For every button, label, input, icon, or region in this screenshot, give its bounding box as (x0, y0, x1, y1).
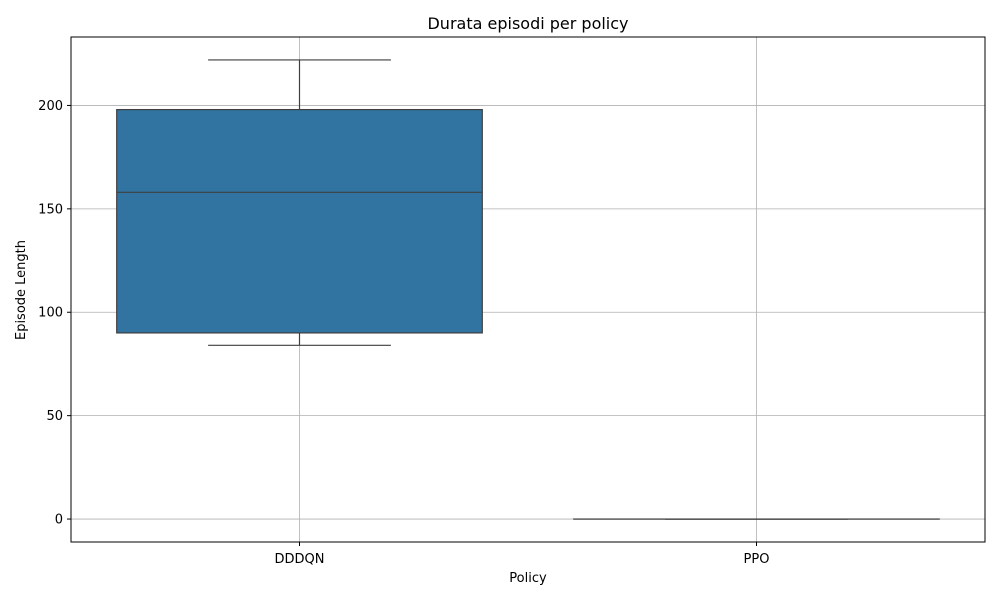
x-tick-label: DDDQN (275, 552, 325, 567)
y-tick-label: 50 (46, 409, 63, 424)
y-tick-label: 0 (55, 513, 63, 528)
y-tick-label: 150 (38, 202, 63, 217)
x-axis-label: Policy (509, 571, 547, 586)
y-axis-label: Episode Length (14, 240, 29, 340)
y-axis-ticks: 0 50 100 150 200 (38, 99, 71, 528)
y-tick-label: 200 (38, 99, 63, 114)
box-plot-layer (116, 59, 940, 520)
y-tick-label: 100 (38, 306, 63, 321)
chart-title: Durata episodi per policy (427, 14, 628, 33)
x-axis-ticks: DDDQN PPO (275, 542, 770, 567)
x-tick-label: PPO (744, 552, 770, 567)
plot-area-frame (70, 36, 986, 543)
box-iqr (116, 108, 483, 334)
